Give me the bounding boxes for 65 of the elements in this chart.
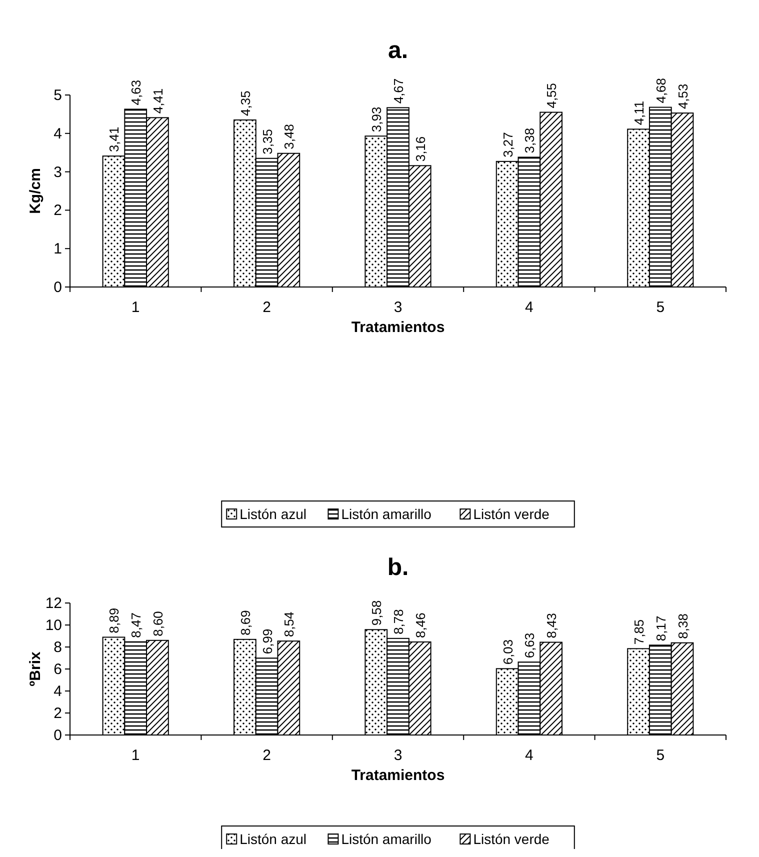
y-tick-label: 1 bbox=[54, 240, 62, 258]
data-label: 4,53 bbox=[675, 84, 690, 110]
data-label: 6,63 bbox=[522, 632, 538, 658]
x-axis-title: Tratamientos bbox=[351, 319, 445, 336]
data-label: 4,67 bbox=[391, 78, 406, 104]
x-tick-label: 4 bbox=[525, 747, 534, 764]
x-tick-label: 2 bbox=[262, 299, 271, 316]
data-label: 3,93 bbox=[369, 106, 384, 132]
data-label: 8,38 bbox=[675, 614, 690, 639]
y-axis-title: Kg/cm bbox=[27, 168, 44, 214]
y-tick-label: 6 bbox=[54, 661, 62, 678]
data-label: 8,69 bbox=[238, 610, 253, 636]
data-label: 6,03 bbox=[500, 639, 516, 665]
data-label: 8,78 bbox=[391, 609, 406, 634]
chart-title: a. bbox=[388, 37, 408, 64]
data-label: 4,68 bbox=[653, 78, 668, 104]
data-label: 9,58 bbox=[369, 600, 384, 626]
y-tick-label: 2 bbox=[54, 705, 62, 722]
y-axis-title: ºBrix bbox=[27, 651, 44, 686]
x-axis-title: Tratamientos bbox=[351, 767, 445, 784]
data-label: 4,63 bbox=[128, 80, 144, 106]
data-label: 3,48 bbox=[282, 124, 297, 150]
x-tick-label: 5 bbox=[656, 299, 665, 316]
data-label: 4,35 bbox=[238, 90, 253, 116]
legend-label: Listón azul bbox=[240, 506, 307, 522]
legend-label: Listón verde bbox=[473, 506, 550, 522]
y-tick-label: 8 bbox=[54, 639, 62, 656]
data-label: 8,60 bbox=[150, 611, 166, 636]
data-label: 4,41 bbox=[150, 88, 166, 114]
data-label: 3,35 bbox=[260, 129, 275, 154]
data-label: 3,27 bbox=[500, 132, 516, 158]
x-tick-label: 3 bbox=[394, 747, 402, 764]
x-tick-label: 1 bbox=[131, 299, 140, 316]
data-label: 6,99 bbox=[260, 628, 275, 654]
data-label: 7,85 bbox=[632, 619, 647, 645]
y-tick-label: 12 bbox=[45, 595, 62, 612]
y-tick-label: 2 bbox=[54, 202, 62, 220]
data-label: 8,43 bbox=[544, 612, 560, 638]
x-tick-label: 1 bbox=[131, 747, 140, 764]
y-tick-label: 10 bbox=[45, 617, 62, 634]
y-tick-label: 4 bbox=[54, 683, 62, 700]
data-label: 3,41 bbox=[106, 126, 122, 152]
data-label: 8,89 bbox=[106, 608, 122, 634]
x-tick-label: 4 bbox=[525, 299, 534, 316]
y-tick-label: 0 bbox=[54, 279, 62, 296]
y-tick-label: 3 bbox=[54, 164, 62, 181]
chart-title: b. bbox=[387, 554, 409, 581]
data-label: 8,47 bbox=[128, 612, 144, 638]
data-label: 8,54 bbox=[282, 612, 297, 638]
y-tick-label: 4 bbox=[54, 125, 62, 142]
y-tick-label: 0 bbox=[54, 727, 62, 744]
legend-label: Listón amarillo bbox=[341, 831, 432, 847]
data-label: 3,16 bbox=[412, 136, 428, 162]
data-label: 8,46 bbox=[412, 612, 428, 638]
legend-label: Listón azul bbox=[240, 831, 307, 847]
data-label: 8,17 bbox=[653, 616, 668, 642]
x-tick-label: 3 bbox=[394, 299, 402, 316]
x-tick-label: 5 bbox=[656, 747, 665, 764]
x-tick-label: 2 bbox=[262, 747, 271, 764]
legend-label: Listón amarillo bbox=[341, 506, 432, 522]
y-tick-label: 5 bbox=[54, 87, 62, 104]
data-label: 4,11 bbox=[632, 100, 647, 126]
data-label: 4,55 bbox=[544, 82, 560, 108]
data-label: 3,38 bbox=[522, 128, 538, 154]
legend-label: Listón verde bbox=[473, 831, 550, 847]
